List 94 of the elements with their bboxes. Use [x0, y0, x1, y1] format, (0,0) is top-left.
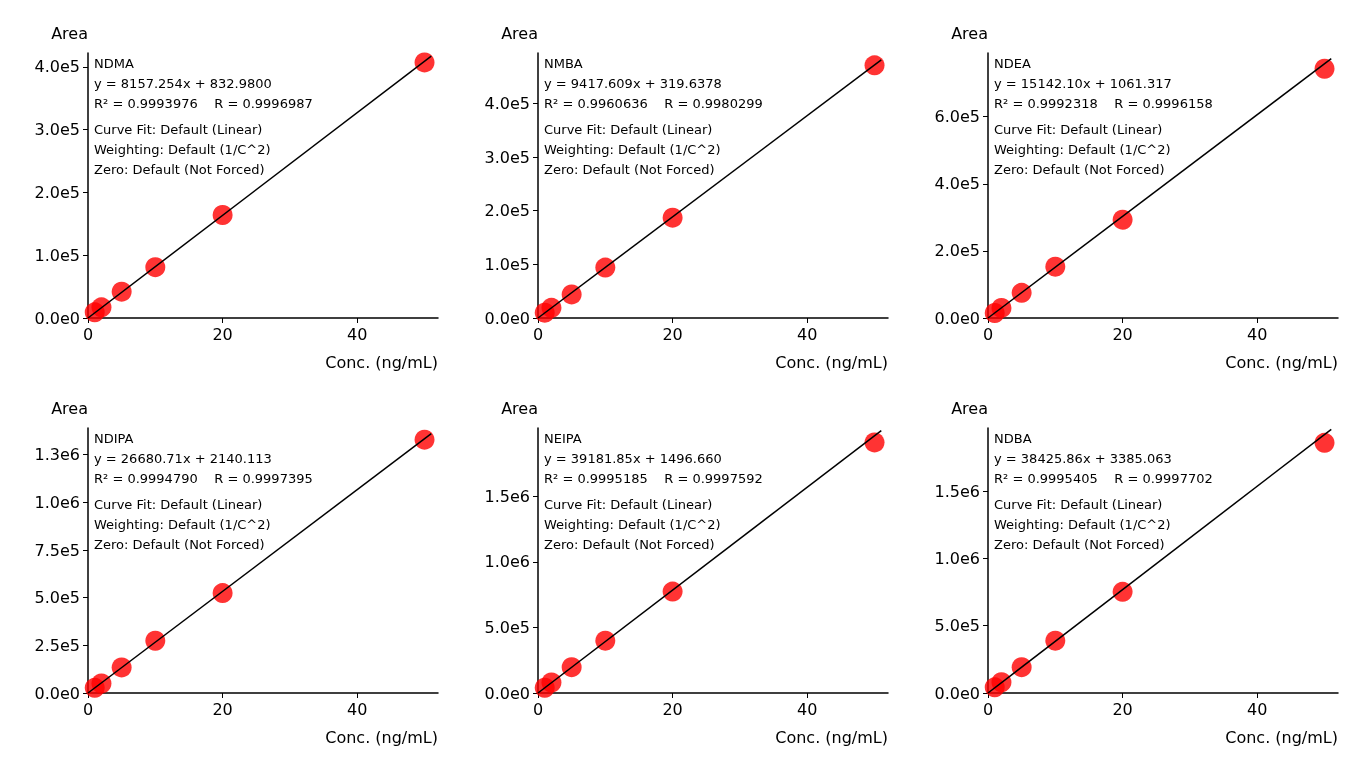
annotation: Weighting: Default (1/C^2) [544, 142, 721, 157]
x-axis-title: Conc. (ng/mL) [1225, 727, 1338, 747]
annotation: R² = 0.9994790 R = 0.9997395 [94, 471, 313, 486]
y-tick-label: 3.0e5 [34, 120, 80, 140]
annotation: Zero: Default (Not Forced) [994, 537, 1165, 552]
y-tick-label: 2.0e5 [934, 241, 980, 261]
annotation: y = 26680.71x + 2140.113 [94, 451, 272, 466]
y-tick-label: 2.5e5 [34, 635, 80, 655]
y-tick-label: 6.0e5 [934, 107, 980, 127]
annotation: Curve Fit: Default (Linear) [544, 497, 713, 512]
x-tick-label: 40 [797, 324, 818, 344]
x-axis-title: Conc. (ng/mL) [775, 727, 888, 747]
y-axis-title: Area [51, 398, 88, 418]
annotation: Weighting: Default (1/C^2) [994, 142, 1171, 157]
annotation: Curve Fit: Default (Linear) [994, 497, 1163, 512]
y-tick-label: 0.0e0 [34, 308, 80, 328]
chart-title: NEIPA [544, 431, 582, 446]
x-tick-label: 20 [212, 699, 233, 719]
chart-title: NMBA [544, 56, 583, 71]
annotation: Zero: Default (Not Forced) [94, 162, 265, 177]
y-tick-label: 1.3e6 [34, 445, 80, 465]
x-tick-label: 40 [347, 324, 368, 344]
annotation: Zero: Default (Not Forced) [544, 537, 715, 552]
y-tick-label: 7.5e5 [34, 540, 80, 560]
y-tick-label: 1.0e6 [484, 552, 530, 572]
y-tick-label: 1.5e6 [484, 486, 530, 506]
annotation: y = 39181.85x + 1496.660 [544, 451, 722, 466]
chart-title: NDEA [994, 56, 1031, 71]
y-tick-label: 5.0e5 [34, 588, 80, 608]
x-tick-label: 0 [82, 324, 94, 344]
y-tick-label: 4.0e5 [934, 174, 980, 194]
y-tick-label: 1.5e6 [934, 481, 980, 501]
annotation: R² = 0.9995405 R = 0.9997702 [994, 471, 1213, 486]
annotation: y = 15142.10x + 1061.317 [994, 76, 1172, 91]
x-tick-label: 40 [1247, 699, 1268, 719]
chart-title: NDBA [994, 431, 1032, 446]
y-tick-label: 2.0e5 [34, 182, 80, 202]
annotation: Zero: Default (Not Forced) [94, 537, 265, 552]
y-tick-label: 0.0e0 [934, 683, 980, 703]
y-tick-label: 1.0e6 [34, 492, 80, 512]
y-tick-label: 1.0e5 [484, 254, 530, 274]
annotation: Weighting: Default (1/C^2) [994, 517, 1171, 532]
x-tick-label: 0 [982, 324, 994, 344]
x-axis-title: Conc. (ng/mL) [325, 727, 438, 747]
y-tick-label: 0.0e0 [34, 683, 80, 703]
x-axis-title: Conc. (ng/mL) [325, 352, 438, 372]
y-tick-label: 1.0e6 [934, 548, 980, 568]
annotation: y = 9417.609x + 319.6378 [544, 76, 722, 91]
annotation: Curve Fit: Default (Linear) [544, 122, 713, 137]
y-tick-label: 0.0e0 [484, 308, 530, 328]
chart-title: NDIPA [94, 431, 134, 446]
x-tick-label: 40 [797, 699, 818, 719]
x-tick-label: 20 [1112, 699, 1133, 719]
annotation: R² = 0.9992318 R = 0.9996158 [994, 96, 1213, 111]
annotation: Weighting: Default (1/C^2) [94, 142, 271, 157]
x-axis-title: Conc. (ng/mL) [775, 352, 888, 372]
y-tick-label: 0.0e0 [934, 308, 980, 328]
annotation: y = 38425.86x + 3385.063 [994, 451, 1172, 466]
annotation: R² = 0.9993976 R = 0.9996987 [94, 96, 313, 111]
annotation: Zero: Default (Not Forced) [544, 162, 715, 177]
y-tick-label: 5.0e5 [484, 617, 530, 637]
y-tick-label: 4.0e5 [484, 93, 530, 113]
annotation: Curve Fit: Default (Linear) [994, 122, 1163, 137]
x-tick-label: 20 [212, 324, 233, 344]
y-axis-title: Area [951, 398, 988, 418]
annotation: Curve Fit: Default (Linear) [94, 122, 263, 137]
x-tick-label: 0 [82, 699, 94, 719]
x-axis-title: Conc. (ng/mL) [1225, 352, 1338, 372]
x-tick-label: 20 [662, 324, 683, 344]
annotation: Zero: Default (Not Forced) [994, 162, 1165, 177]
y-tick-label: 0.0e0 [484, 683, 530, 703]
annotation: Weighting: Default (1/C^2) [94, 517, 271, 532]
annotation: R² = 0.9960636 R = 0.9980299 [544, 96, 763, 111]
x-tick-label: 0 [532, 324, 544, 344]
annotation: Curve Fit: Default (Linear) [94, 497, 263, 512]
y-axis-title: Area [51, 23, 88, 43]
chart-title: NDMA [94, 56, 134, 71]
x-tick-label: 40 [347, 699, 368, 719]
x-tick-label: 0 [982, 699, 994, 719]
x-tick-label: 40 [1247, 324, 1268, 344]
y-tick-label: 1.0e5 [34, 245, 80, 265]
y-axis-title: Area [951, 23, 988, 43]
y-tick-label: 5.0e5 [934, 616, 980, 636]
y-tick-label: 2.0e5 [484, 201, 530, 221]
y-axis-title: Area [501, 398, 538, 418]
x-tick-label: 20 [1112, 324, 1133, 344]
x-tick-label: 0 [532, 699, 544, 719]
annotation: y = 8157.254x + 832.9800 [94, 76, 272, 91]
x-tick-label: 20 [662, 699, 683, 719]
y-tick-label: 3.0e5 [484, 147, 530, 167]
annotation: Weighting: Default (1/C^2) [544, 517, 721, 532]
annotation: R² = 0.9995185 R = 0.9997592 [544, 471, 763, 486]
y-axis-title: Area [501, 23, 538, 43]
y-tick-label: 4.0e5 [34, 57, 80, 77]
